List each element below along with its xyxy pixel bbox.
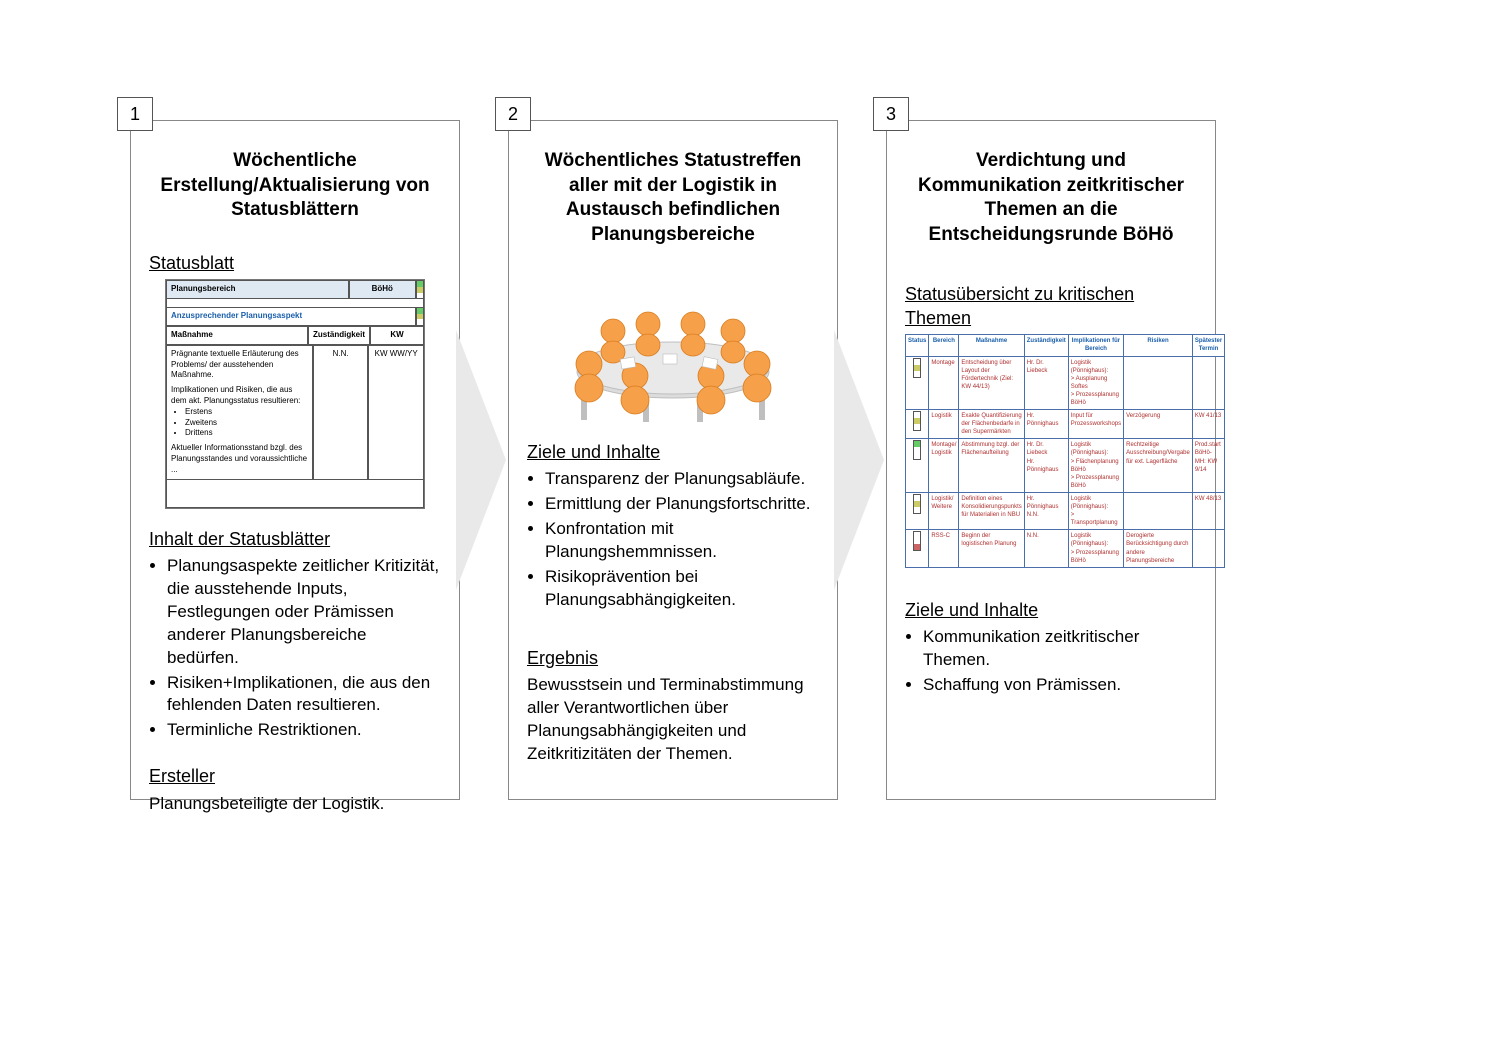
sb-li3: Drittens <box>185 428 308 439</box>
inhalt-item: Terminliche Restriktionen. <box>167 719 441 742</box>
status-light-icon <box>906 492 929 529</box>
ovw-cell: Input für Prozessworkshops <box>1068 410 1123 439</box>
ovw-h4: Implikationen für Bereich <box>1068 335 1123 356</box>
status-light-icon <box>906 439 929 493</box>
ovw-cell: Montage <box>929 356 959 410</box>
ovw-cell: N.N. <box>1024 530 1068 567</box>
sb-li2: Zweitens <box>185 418 308 429</box>
table-row: Logistik/ WeitereDefinition eines Konsol… <box>906 492 1225 529</box>
ziele-list: Transparenz der Planungsabläufe. Ermittl… <box>527 468 819 612</box>
sb-body2: Implikationen und Risiken, die aus dem a… <box>171 385 308 407</box>
ovw-cell: Exakte Quantifizierung der Flächenbedarf… <box>959 410 1024 439</box>
ziele3-title: Ziele und Inhalte <box>905 598 1197 622</box>
ovw-cell: Derogierte Berücksichtigung durch andere… <box>1124 530 1193 567</box>
table-row: LogistikExakte Quantifizierung der Fläch… <box>906 410 1225 439</box>
sb-li1: Erstens <box>185 407 308 418</box>
ziele3-list: Kommunikation zeitkritischer Themen. Sch… <box>905 626 1197 697</box>
panel-3: 3 Verdichtung und Kommunikation zeitkrit… <box>886 120 1216 800</box>
ovw-cell: Entscheidung über Layout der Fördertechn… <box>959 356 1024 410</box>
panel-2-title: Wöchentliches Statustreffen aller mit de… <box>527 149 819 248</box>
ovw-cell: KW 41/13 <box>1192 410 1224 439</box>
panel-1-number: 1 <box>117 97 153 131</box>
table-row: RSS-CBeginn der logistischen PlanungN.N.… <box>906 530 1225 567</box>
ovw-cell: Hr. Pönnighaus N.N. <box>1024 492 1068 529</box>
status-light-icon <box>416 307 424 326</box>
status-light-icon <box>906 410 929 439</box>
ovw-cell: Logistik (Pönnighaus): > Ausplanung Soft… <box>1068 356 1123 410</box>
ziele3-item: Kommunikation zeitkritischer Themen. <box>923 626 1197 672</box>
ersteller-title: Ersteller <box>149 764 441 788</box>
ovw-h1: Bereich <box>929 335 959 356</box>
inhalt-item: Planungsaspekte zeitlicher Kritizität, d… <box>167 555 441 670</box>
sb-zust: Zuständigkeit <box>308 326 370 345</box>
sb-kw: KW <box>370 326 424 345</box>
ovw-h0: Status <box>906 335 929 356</box>
ziele-item: Konfrontation mit Planungshemmnissen. <box>545 518 819 564</box>
ovw-cell: Hr. Dr. Liebeck Hr. Pönnighaus <box>1024 439 1068 493</box>
ovw-cell <box>1124 356 1193 410</box>
ovw-cell: Verzögerung <box>1124 410 1193 439</box>
ziele-item: Ermittlung der Planungsfortschritte. <box>545 493 819 516</box>
ovw-h3: Zuständigkeit <box>1024 335 1068 356</box>
overview-table: Status Bereich Maßnahme Zuständigkeit Im… <box>905 334 1225 567</box>
ovw-cell: Prod.start BöHö-MH: KW 9/14 <box>1192 439 1224 493</box>
ovw-cell: KW 48/13 <box>1192 492 1224 529</box>
inhalt-title: Inhalt der Statusblätter <box>149 527 441 551</box>
inhalt-list: Planungsaspekte zeitlicher Kritizität, d… <box>149 555 441 743</box>
inhalt-item: Risiken+Implikationen, die aus den fehle… <box>167 672 441 718</box>
table-row: Montage/ LogistikAbstimmung bzgl. der Fl… <box>906 439 1225 493</box>
sb-aspect: Anzusprechender Planungsaspekt <box>166 307 416 326</box>
ovw-cell: Logistik (Pönnighaus): > Prozessplanung … <box>1068 530 1123 567</box>
status-light-icon <box>906 530 929 567</box>
status-light-icon <box>416 280 424 299</box>
sb-kwval: KW WW/YY <box>368 345 424 480</box>
arrow-1-icon <box>460 120 508 800</box>
sb-body1: Prägnante textuelle Erläuterung des Prob… <box>171 349 308 381</box>
ovw-cell: Abstimmung bzgl. der Flächenaufteilung <box>959 439 1024 493</box>
table-row: MontageEntscheidung über Layout der Förd… <box>906 356 1225 410</box>
panel-3-title: Verdichtung und Kommunikation zeitkritis… <box>905 149 1197 248</box>
ziele-item: Risikoprävention bei Planungsabhängigkei… <box>545 566 819 612</box>
ovw-cell <box>1192 530 1224 567</box>
ovw-cell: Logistik/ Weitere <box>929 492 959 529</box>
statusblatt-label: Statusblatt <box>149 251 441 275</box>
ovw-cell: Logistik (Pönnighaus): > Transportplanun… <box>1068 492 1123 529</box>
panel-2-number: 2 <box>495 97 531 131</box>
ovw-h6: Spätester Termin <box>1192 335 1224 356</box>
ovw-cell: Definition eines Konsolidierungspunkts f… <box>959 492 1024 529</box>
ziele3-item: Schaffung von Prämissen. <box>923 674 1197 697</box>
ovw-cell <box>1124 492 1193 529</box>
ziele-title: Ziele und Inhalte <box>527 440 819 464</box>
sb-massnahme: Maßnahme <box>166 326 308 345</box>
ovw-cell: Hr. Dr. Liebeck <box>1024 356 1068 410</box>
ovw-cell: Rechtzeitige Ausschreibung/Vergabe für e… <box>1124 439 1193 493</box>
sb-body3: Aktueller Informationsstand bzgl. des Pl… <box>171 443 308 475</box>
ziele-item: Transparenz der Planungsabläufe. <box>545 468 819 491</box>
sb-boho: BöHö <box>349 280 417 299</box>
meeting-illustration <box>543 276 803 426</box>
status-light-icon <box>906 356 929 410</box>
ovw-cell <box>1192 356 1224 410</box>
ovw-h5: Risiken <box>1124 335 1193 356</box>
statusblatt-preview: Planungsbereich BöHö Anzusprechender Pla… <box>165 279 425 508</box>
sb-planungsbereich: Planungsbereich <box>166 280 349 299</box>
ovw-cell: Logistik (Pönnighaus): > Flächenplanung … <box>1068 439 1123 493</box>
ovw-cell: Logistik <box>929 410 959 439</box>
panel-2: 2 Wöchentliches Statustreffen aller mit … <box>508 120 838 800</box>
sb-nn: N.N. <box>313 345 369 480</box>
ovw-cell: Montage/ Logistik <box>929 439 959 493</box>
ersteller-body: Planungsbeteiligte der Logistik. <box>149 793 441 816</box>
ovw-cell: RSS-C <box>929 530 959 567</box>
ergebnis-title: Ergebnis <box>527 646 819 670</box>
ovw-cell: Hr. Pönnighaus <box>1024 410 1068 439</box>
panel-3-number: 3 <box>873 97 909 131</box>
overview-label: Statusübersicht zu kritischen Themen <box>905 282 1197 331</box>
ovw-cell: Beginn der logistischen Planung <box>959 530 1024 567</box>
panel-1-title: Wöchentliche Erstellung/Aktualisierung v… <box>149 149 441 223</box>
ovw-h2: Maßnahme <box>959 335 1024 356</box>
arrow-2-icon <box>838 120 886 800</box>
panel-1: 1 Wöchentliche Erstellung/Aktualisierung… <box>130 120 460 800</box>
ergebnis-body: Bewusstsein und Terminabstimmung aller V… <box>527 674 819 766</box>
